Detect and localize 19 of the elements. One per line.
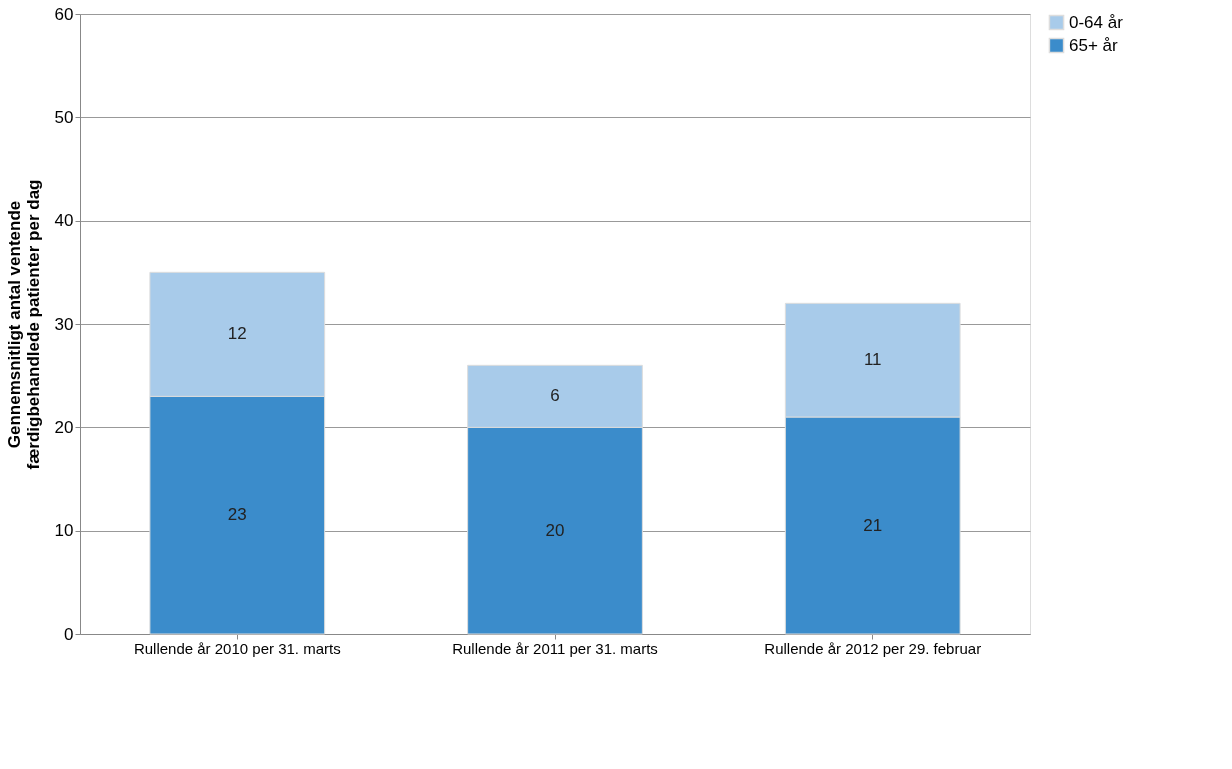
y-tick-label: 0 — [64, 624, 74, 644]
data-label: 21 — [863, 515, 883, 535]
x-tick-label: Rullende år 2010 per 31. marts — [133, 639, 341, 657]
data-label: 6 — [550, 386, 560, 406]
data-label: 20 — [545, 520, 565, 540]
y-tick-label: 30 — [54, 314, 74, 334]
y-tick-label: 40 — [54, 211, 74, 231]
x-tick-label: Rullende år 2012 per 29. februar — [764, 639, 982, 657]
data-label: 11 — [863, 350, 882, 370]
data-label: 12 — [227, 324, 247, 344]
legend-label: 65+ år — [1069, 35, 1119, 55]
y-tick-label: 20 — [54, 417, 74, 437]
y-tick-label: 60 — [54, 4, 74, 24]
y-axis-title: Gennemsnitligt antal ventende færdigbehandlede patienter per dag — [4, 179, 43, 470]
legend-label: 0-64 år — [1069, 12, 1124, 32]
x-tick-label: Rullende år 2011 per 31. marts — [452, 639, 658, 657]
y-tick-label: 50 — [54, 107, 74, 127]
data-label: 23 — [227, 505, 247, 525]
y-tick-label: 10 — [54, 521, 74, 541]
